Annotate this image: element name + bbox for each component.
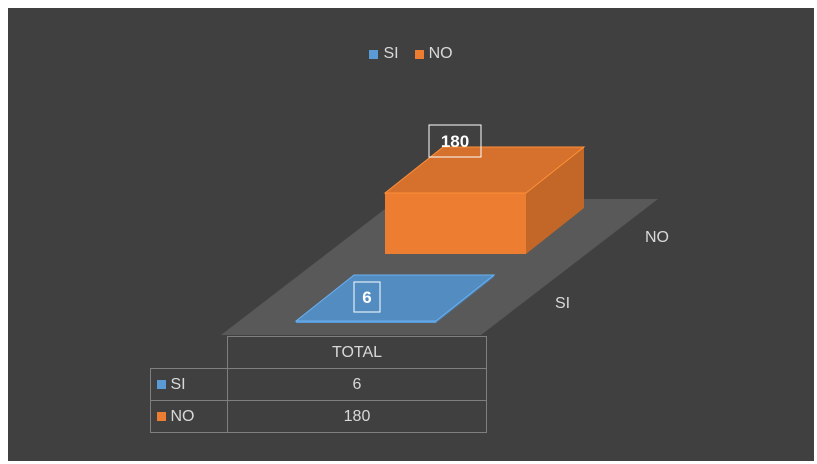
- category-label-si: SI: [555, 295, 570, 312]
- data-table-header-row: TOTAL: [151, 337, 487, 369]
- data-table-row: SI 6: [151, 369, 487, 401]
- data-table-row-label-text: SI: [170, 376, 185, 393]
- data-table-swatch-si: [157, 380, 166, 389]
- data-label-no: 180: [441, 132, 469, 151]
- data-table: TOTAL SI 6 NO 180: [150, 336, 487, 433]
- data-table-row-label-text: NO: [170, 408, 194, 425]
- data-table-swatch-no: [157, 412, 166, 421]
- data-table-corner: [151, 337, 228, 369]
- data-table-header: TOTAL: [228, 337, 487, 369]
- data-table-row: NO 180: [151, 401, 487, 433]
- data-table-cell: 6: [228, 369, 487, 401]
- bar-front-no: [385, 193, 526, 254]
- data-label-si: 6: [362, 288, 371, 307]
- data-table-row-label: NO: [151, 401, 228, 433]
- data-table-row-label: SI: [151, 369, 228, 401]
- category-label-no: NO: [645, 229, 669, 246]
- chart-area: SI NO 6 180 NO SI TOTAL SI 6 NO: [8, 8, 814, 461]
- data-table-cell: 180: [228, 401, 487, 433]
